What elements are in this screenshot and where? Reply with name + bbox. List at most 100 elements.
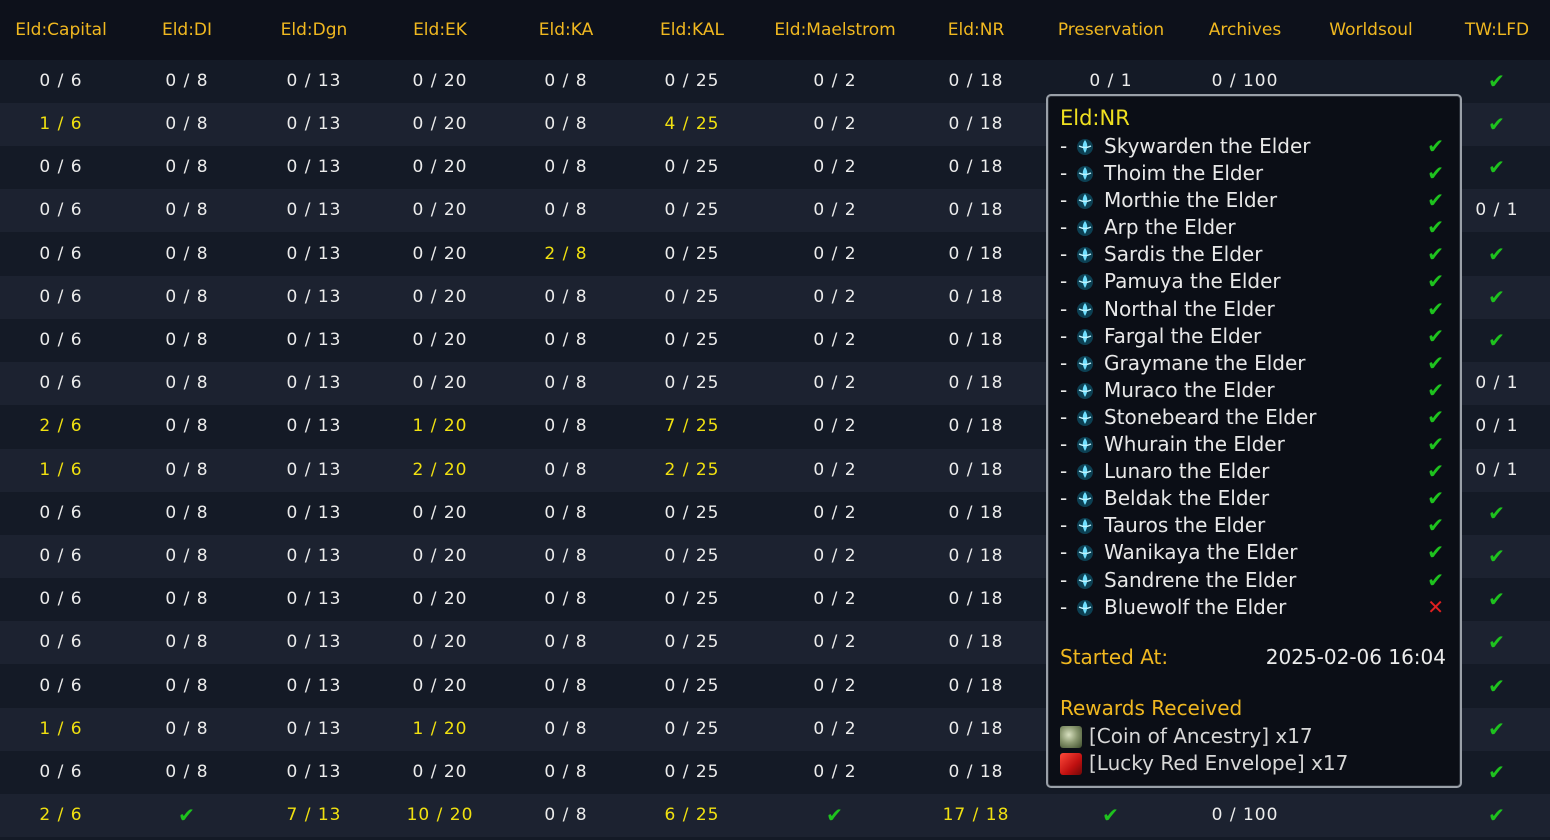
table-row[interactable]: 0 / 6 0 / 8 0 / 13 0 / 20 0 / 8 0 / 25 0 / 2 0 … <box>0 319 1550 362</box>
progress-cell[interactable]: 0 / 13 <box>286 287 342 307</box>
progress-cell[interactable]: 0 / 1 <box>1089 71 1133 91</box>
table-row[interactable]: 0 / 6 0 / 8 0 / 13 0 / 20 0 / 8 0 / 25 0 / 2 0 … <box>0 60 1550 103</box>
progress-cell[interactable]: 1 / 20 <box>412 719 468 739</box>
progress-cell[interactable]: 0 / 25 <box>664 157 720 177</box>
check-icon[interactable]: ✔ <box>1488 630 1506 654</box>
progress-cell[interactable]: 0 / 18 <box>948 244 1004 264</box>
progress-cell[interactable]: 0 / 6 <box>39 676 83 696</box>
progress-cell[interactable]: 0 / 8 <box>544 287 588 307</box>
progress-cell[interactable]: 0 / 13 <box>286 503 342 523</box>
progress-cell[interactable]: 0 / 8 <box>165 244 209 264</box>
column-header[interactable]: TW:LFD <box>1464 20 1530 40</box>
progress-cell[interactable]: 0 / 20 <box>412 157 468 177</box>
progress-cell[interactable]: 0 / 8 <box>544 330 588 350</box>
table-row[interactable]: 2 / 6 0 / 8 0 / 13 1 / 20 0 / 8 7 / 25 0 / 2 0 … <box>0 405 1550 448</box>
progress-cell[interactable]: 10 / 20 <box>406 805 474 825</box>
progress-cell[interactable]: 0 / 8 <box>165 330 209 350</box>
progress-cell[interactable]: 0 / 8 <box>165 460 209 480</box>
progress-cell[interactable]: 0 / 2 <box>813 416 857 436</box>
progress-cell[interactable]: 0 / 13 <box>286 676 342 696</box>
progress-cell[interactable]: 0 / 8 <box>165 676 209 696</box>
progress-cell[interactable]: 0 / 2 <box>813 287 857 307</box>
progress-cell[interactable]: 0 / 25 <box>664 244 720 264</box>
progress-cell[interactable]: 0 / 8 <box>165 71 209 91</box>
progress-cell[interactable]: 17 / 18 <box>942 805 1010 825</box>
column-header[interactable]: Preservation <box>1057 20 1165 40</box>
column-header[interactable]: Eld:DI <box>161 20 213 40</box>
column-header[interactable]: Eld:EK <box>413 20 467 40</box>
progress-cell[interactable]: 0 / 13 <box>286 589 342 609</box>
column-header[interactable]: Eld:Capital <box>15 20 107 40</box>
progress-cell[interactable]: 0 / 2 <box>813 157 857 177</box>
progress-cell[interactable]: 2 / 8 <box>544 244 588 264</box>
progress-cell[interactable]: 0 / 6 <box>39 157 83 177</box>
progress-cell[interactable]: 0 / 20 <box>412 503 468 523</box>
progress-cell[interactable]: 0 / 18 <box>948 632 1004 652</box>
progress-cell[interactable]: 0 / 100 <box>1211 71 1279 91</box>
progress-cell[interactable]: 0 / 2 <box>813 676 857 696</box>
check-icon[interactable]: ✔ <box>1488 803 1506 827</box>
progress-cell[interactable]: 0 / 13 <box>286 416 342 436</box>
check-icon[interactable]: ✔ <box>1488 69 1506 93</box>
progress-cell[interactable]: 0 / 8 <box>544 546 588 566</box>
progress-cell[interactable]: 0 / 20 <box>412 589 468 609</box>
progress-cell[interactable]: 0 / 8 <box>544 719 588 739</box>
progress-cell[interactable]: 0 / 25 <box>664 287 720 307</box>
progress-cell[interactable]: 0 / 8 <box>544 114 588 134</box>
progress-cell[interactable]: 0 / 8 <box>544 762 588 782</box>
progress-cell[interactable]: 0 / 8 <box>544 71 588 91</box>
progress-cell[interactable]: 0 / 8 <box>165 546 209 566</box>
progress-cell[interactable]: 1 / 6 <box>39 460 83 480</box>
check-icon[interactable]: ✔ <box>1488 155 1506 179</box>
progress-cell[interactable]: 0 / 18 <box>948 719 1004 739</box>
progress-cell[interactable]: 0 / 13 <box>286 114 342 134</box>
progress-cell[interactable]: 2 / 20 <box>412 460 468 480</box>
progress-cell[interactable]: 0 / 8 <box>165 416 209 436</box>
progress-cell[interactable]: 0 / 8 <box>165 632 209 652</box>
table-row[interactable]: 0 / 6 0 / 8 0 / 13 0 / 20 0 / 8 0 / 25 0 / 2 0 … <box>0 492 1550 535</box>
progress-cell[interactable]: 0 / 2 <box>813 762 857 782</box>
progress-cell[interactable]: 0 / 25 <box>664 503 720 523</box>
table-row[interactable]: 0 / 6 0 / 8 0 / 13 0 / 20 0 / 8 0 / 25 0 / 2 0 … <box>0 146 1550 189</box>
column-header[interactable]: Eld:Dgn <box>280 20 348 40</box>
check-icon[interactable]: ✔ <box>1488 328 1506 352</box>
progress-cell[interactable]: 4 / 25 <box>664 114 720 134</box>
progress-cell[interactable]: 0 / 25 <box>664 676 720 696</box>
progress-cell[interactable]: 1 / 6 <box>39 719 83 739</box>
column-header[interactable]: Eld:KA <box>538 20 594 40</box>
progress-cell[interactable]: 0 / 8 <box>165 200 209 220</box>
progress-cell[interactable]: 0 / 25 <box>664 200 720 220</box>
progress-cell[interactable]: 0 / 18 <box>948 762 1004 782</box>
progress-cell[interactable]: 0 / 8 <box>544 460 588 480</box>
progress-cell[interactable]: 0 / 18 <box>948 546 1004 566</box>
progress-cell[interactable]: 0 / 18 <box>948 330 1004 350</box>
check-icon[interactable]: ✔ <box>1488 242 1506 266</box>
progress-cell[interactable]: 0 / 6 <box>39 373 83 393</box>
progress-cell[interactable]: 0 / 13 <box>286 200 342 220</box>
progress-cell[interactable]: 0 / 13 <box>286 157 342 177</box>
progress-cell[interactable]: 0 / 6 <box>39 503 83 523</box>
progress-cell[interactable]: 0 / 2 <box>813 719 857 739</box>
column-header[interactable]: Eld:KAL <box>660 20 724 40</box>
progress-cell[interactable]: 0 / 25 <box>664 373 720 393</box>
progress-cell[interactable]: 0 / 6 <box>39 762 83 782</box>
progress-cell[interactable]: 0 / 6 <box>39 632 83 652</box>
progress-cell[interactable]: 0 / 25 <box>664 71 720 91</box>
progress-cell[interactable]: 0 / 6 <box>39 287 83 307</box>
progress-cell[interactable]: 0 / 8 <box>544 589 588 609</box>
progress-cell[interactable]: 0 / 13 <box>286 330 342 350</box>
check-icon[interactable]: ✔ <box>1488 717 1506 741</box>
check-icon[interactable]: ✔ <box>1488 587 1506 611</box>
progress-cell[interactable]: 0 / 8 <box>544 632 588 652</box>
progress-cell[interactable]: 0 / 100 <box>1211 805 1279 825</box>
progress-cell[interactable]: 0 / 18 <box>948 460 1004 480</box>
check-icon[interactable]: ✔ <box>1488 285 1506 309</box>
progress-cell[interactable]: 0 / 8 <box>544 200 588 220</box>
progress-cell[interactable]: 0 / 18 <box>948 200 1004 220</box>
progress-cell[interactable]: 0 / 18 <box>948 589 1004 609</box>
progress-cell[interactable]: 0 / 8 <box>165 373 209 393</box>
progress-cell[interactable]: 0 / 20 <box>412 287 468 307</box>
progress-cell[interactable]: 0 / 25 <box>664 589 720 609</box>
progress-cell[interactable]: 1 / 6 <box>39 114 83 134</box>
progress-cell[interactable]: 0 / 2 <box>813 330 857 350</box>
